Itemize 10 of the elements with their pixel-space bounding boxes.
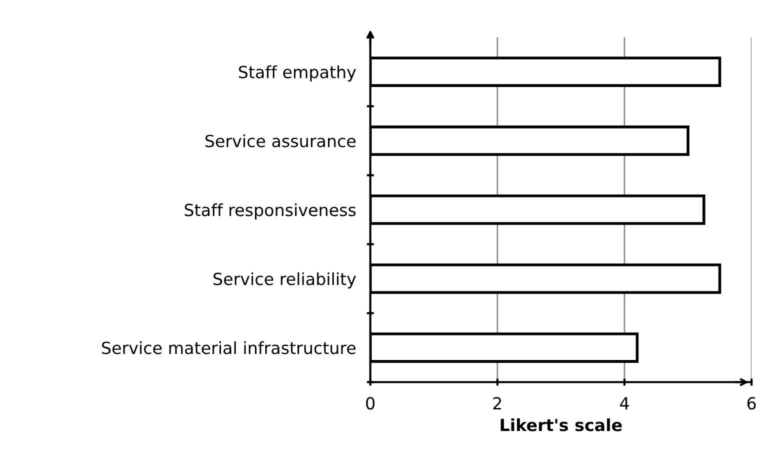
y-tick-label: Service assurance: [205, 134, 356, 148]
x-tick-label: 2: [493, 397, 502, 410]
y-tick-label: Service material infrastructure: [102, 341, 356, 354]
x-axis-title: Likert's scale: [500, 418, 622, 432]
y-tick-label: Staff responsiveness: [184, 203, 356, 220]
x-tick-label: 0: [366, 397, 375, 410]
x-tick-label: 4: [620, 397, 629, 410]
y-tick-label: Service reliability: [214, 272, 356, 288]
x-tick-label: 6: [747, 397, 756, 410]
y-tick-label: Staff empathy: [238, 65, 356, 82]
